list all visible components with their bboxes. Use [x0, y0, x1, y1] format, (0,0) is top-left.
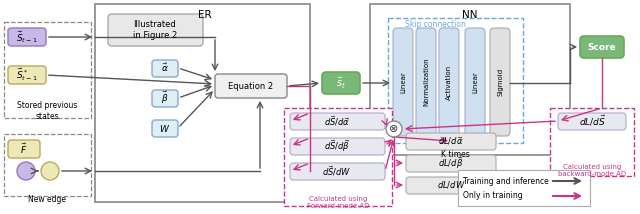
Text: $\vec{\alpha}$: $\vec{\alpha}$	[161, 62, 169, 74]
Text: Linear: Linear	[472, 71, 478, 93]
Text: K times: K times	[440, 150, 469, 159]
FancyBboxPatch shape	[322, 72, 360, 94]
Text: $\vec{\beta}$: $\vec{\beta}$	[161, 90, 169, 106]
FancyBboxPatch shape	[416, 28, 436, 136]
FancyBboxPatch shape	[580, 36, 624, 58]
Text: $d\vec{S}/d\vec{\beta}$: $d\vec{S}/d\vec{\beta}$	[324, 138, 350, 154]
Text: NN: NN	[462, 10, 477, 20]
Bar	[95, 4, 310, 202]
FancyBboxPatch shape	[439, 28, 459, 136]
Bar	[388, 18, 523, 143]
Bar	[370, 4, 570, 155]
Text: $d\vec{S}/d\vec{\alpha}$: $d\vec{S}/d\vec{\alpha}$	[324, 114, 350, 128]
Bar	[458, 170, 590, 206]
FancyBboxPatch shape	[8, 66, 46, 84]
Text: ER: ER	[198, 10, 212, 20]
FancyBboxPatch shape	[152, 60, 178, 77]
Text: Only in training: Only in training	[463, 192, 523, 201]
FancyBboxPatch shape	[8, 140, 40, 158]
Text: $W$: $W$	[159, 122, 171, 134]
FancyBboxPatch shape	[108, 14, 203, 46]
Text: Sigmoid: Sigmoid	[497, 68, 503, 96]
Text: Skip connection: Skip connection	[404, 19, 465, 28]
FancyBboxPatch shape	[8, 28, 46, 46]
Text: Equation 2: Equation 2	[228, 82, 273, 91]
FancyBboxPatch shape	[152, 120, 178, 137]
Text: $\vec{s}_t$: $\vec{s}_t$	[336, 75, 346, 91]
Text: Illustrated
in Figure 2: Illustrated in Figure 2	[133, 20, 177, 40]
Text: $dL/d\vec{\alpha}$: $dL/d\vec{\alpha}$	[438, 135, 464, 147]
FancyBboxPatch shape	[290, 113, 385, 130]
FancyBboxPatch shape	[465, 28, 485, 136]
Circle shape	[386, 121, 402, 137]
Text: $dL/dW$: $dL/dW$	[436, 180, 465, 190]
Text: Stored previous
states: Stored previous states	[17, 101, 77, 121]
FancyBboxPatch shape	[215, 74, 287, 98]
Text: Score: Score	[588, 43, 616, 52]
Text: $\vec{S}_{t-1}$: $\vec{S}_{t-1}$	[16, 29, 38, 45]
FancyBboxPatch shape	[558, 113, 626, 130]
FancyBboxPatch shape	[152, 90, 178, 107]
Bar	[4, 134, 91, 196]
Bar	[550, 108, 634, 176]
Text: Calculated using
Forward-mode AD: Calculated using Forward-mode AD	[307, 196, 369, 208]
FancyBboxPatch shape	[490, 28, 510, 136]
Text: $\vec{F}$: $\vec{F}$	[20, 142, 28, 156]
FancyBboxPatch shape	[393, 28, 413, 136]
FancyBboxPatch shape	[406, 177, 496, 194]
Text: Normalization: Normalization	[423, 58, 429, 106]
Text: Linear: Linear	[400, 71, 406, 93]
Text: $d\vec{S}/dW$: $d\vec{S}/dW$	[323, 164, 351, 178]
Text: Activation: Activation	[446, 64, 452, 100]
Text: ⊗: ⊗	[389, 124, 399, 134]
FancyBboxPatch shape	[290, 163, 385, 180]
Text: $dL/d\vec{S}$: $dL/d\vec{S}$	[579, 114, 605, 128]
Bar	[4, 22, 91, 118]
Text: New edge: New edge	[28, 196, 66, 205]
Circle shape	[17, 162, 35, 180]
Text: Training and inference: Training and inference	[463, 177, 548, 186]
Text: Calculated using
backward-mode AD: Calculated using backward-mode AD	[558, 163, 626, 177]
FancyBboxPatch shape	[406, 133, 496, 150]
FancyBboxPatch shape	[290, 138, 385, 155]
Bar	[284, 108, 392, 206]
Text: $\vec{S}^*_{t-1}$: $\vec{S}^*_{t-1}$	[16, 67, 38, 83]
Text: $dL/d\vec{\beta}$: $dL/d\vec{\beta}$	[438, 155, 463, 171]
Circle shape	[41, 162, 59, 180]
FancyBboxPatch shape	[406, 155, 496, 172]
